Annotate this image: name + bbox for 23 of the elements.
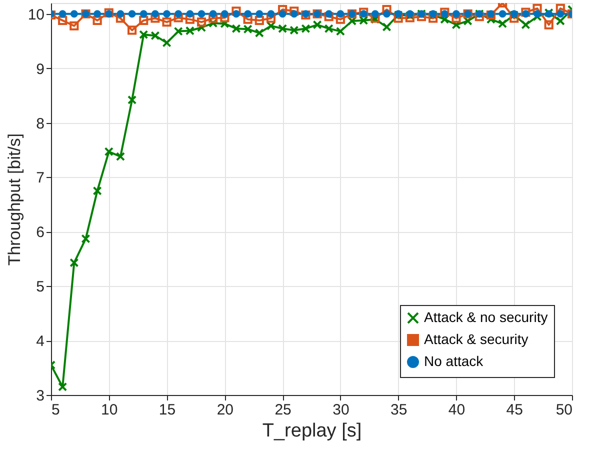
x-tick-label: 20 xyxy=(216,402,234,418)
x-tick-label: 25 xyxy=(274,402,292,418)
x-tick-label: 5 xyxy=(52,402,60,418)
y-axis-title: Throughput [bit/s] xyxy=(4,133,24,266)
y-tick-label: 5 xyxy=(36,278,44,296)
y-tick-label: 8 xyxy=(36,115,44,132)
y-tick-label: 7 xyxy=(36,170,44,187)
x-tick-label: 45 xyxy=(506,402,523,418)
y-tick-label: 6 xyxy=(36,224,44,242)
y-tick-label: 10 xyxy=(28,6,44,24)
y-tick-label: 9 xyxy=(36,60,44,78)
x-axis-title: T_replay [s] xyxy=(262,420,362,442)
legend-label: No attack xyxy=(424,353,484,369)
y-tick-label: 3 xyxy=(36,388,44,404)
legend-label: Attack & no security xyxy=(424,309,548,325)
x-tick-label: 35 xyxy=(390,402,408,418)
x-tick-label: 30 xyxy=(332,402,350,418)
x-tick-label: 40 xyxy=(448,402,466,418)
x-tick-label: 10 xyxy=(101,402,118,418)
x-tick-label: 15 xyxy=(158,402,176,418)
x-tick-label: 50 xyxy=(556,402,572,418)
y-tick-label: 4 xyxy=(36,333,44,350)
legend-label: Attack & security xyxy=(424,331,528,347)
